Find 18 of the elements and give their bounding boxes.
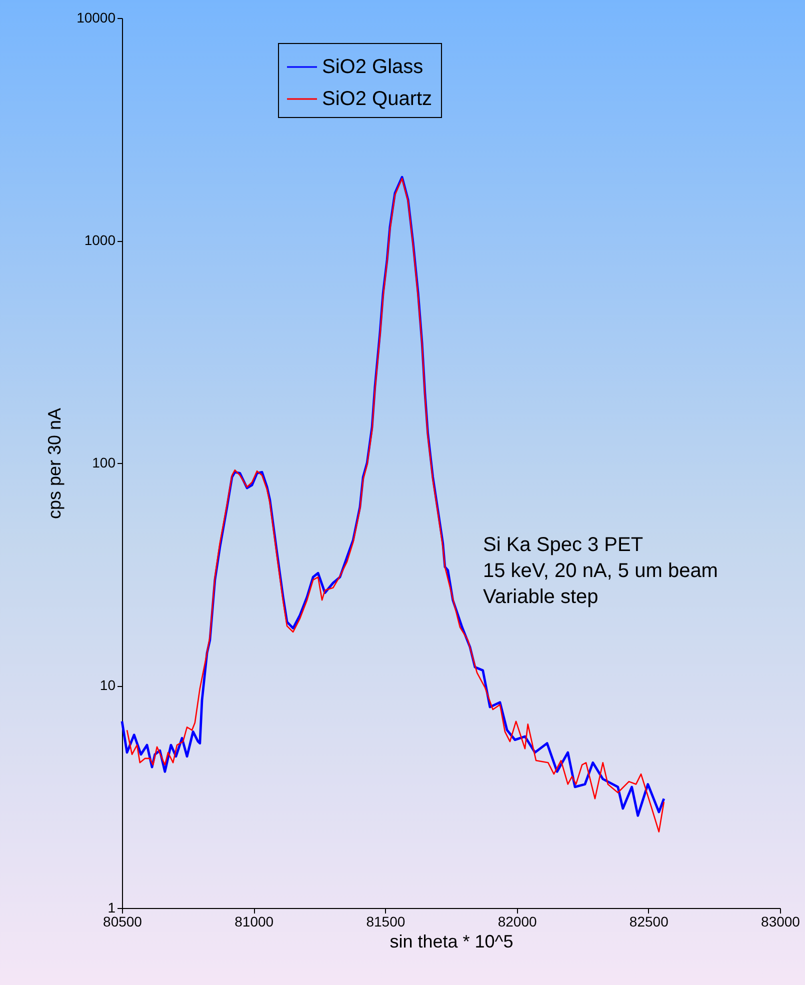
x-tick-label: 80500: [103, 914, 142, 930]
annotation: Si Ka Spec 3 PET: [483, 534, 644, 556]
y-tick-label: 1: [108, 900, 116, 916]
y-tick-label: 100: [92, 454, 116, 470]
x-axis-title: sin theta * 10^5: [390, 932, 514, 952]
annotation: Variable step: [483, 586, 598, 608]
annotation: 15 keV, 20 nA, 5 um beam: [483, 560, 718, 582]
y-tick-label: 10000: [76, 10, 116, 26]
x-tick-label: 82500: [629, 914, 669, 930]
y-tick-label: 10: [100, 677, 116, 693]
x-tick-label: 82000: [498, 914, 537, 930]
legend-label: SiO2 Quartz: [322, 88, 432, 110]
y-axis-title: cps per 30 nA: [44, 408, 65, 520]
x-tick-label: 81500: [366, 914, 406, 930]
x-tick-label: 81000: [234, 914, 274, 930]
y-tick-label: 1000: [84, 232, 116, 248]
legend-label: SiO2 Glass: [322, 56, 424, 78]
x-tick-label: 83000: [761, 914, 800, 930]
